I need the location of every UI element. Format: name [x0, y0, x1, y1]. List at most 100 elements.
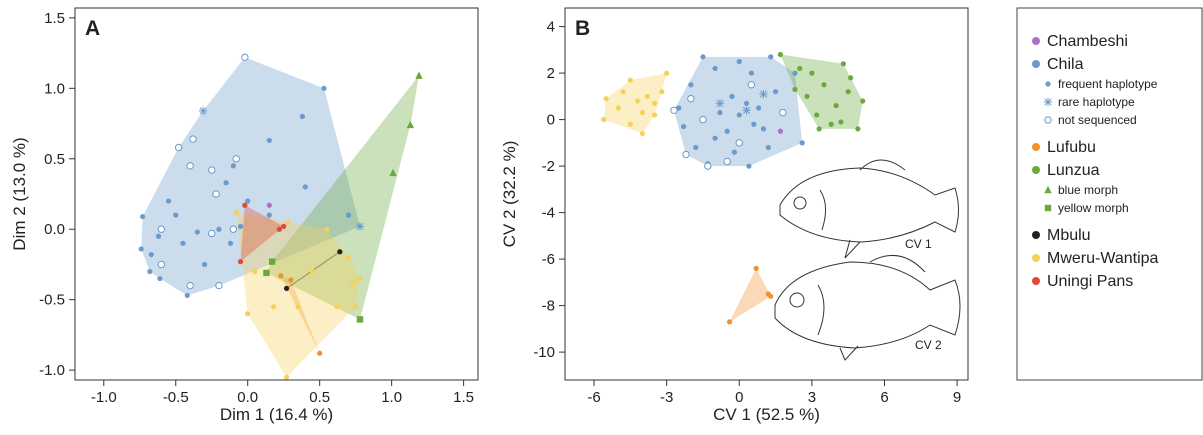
point [742, 106, 751, 115]
point [189, 135, 197, 143]
y-axis-label: CV 2 (32.2 %) [500, 141, 519, 248]
point [165, 198, 172, 204]
point [337, 249, 343, 255]
y-tick-label: -10 [533, 344, 555, 361]
plot-frame [564, 7, 969, 381]
point [415, 71, 423, 79]
y-tick-label: 0 [547, 112, 555, 129]
point [157, 260, 166, 269]
y-tick-label: 4 [547, 19, 555, 36]
point [746, 163, 752, 169]
legend-swatch [1032, 143, 1040, 151]
x-axis-label: CV 1 (52.5 %) [713, 405, 820, 424]
point [601, 117, 607, 123]
point [212, 190, 220, 198]
point [809, 70, 815, 76]
legend-swatch [1032, 60, 1040, 68]
legend-sublabel: not sequenced [1058, 113, 1137, 127]
legend-sublabel: rare haplotype [1058, 95, 1135, 109]
legend-sublabel: frequent haplotype [1058, 77, 1158, 91]
point [651, 100, 658, 106]
point [357, 275, 363, 282]
point [288, 277, 294, 283]
point [639, 130, 646, 137]
point [283, 374, 290, 380]
hulls [603, 54, 863, 322]
point [751, 121, 757, 127]
points [601, 51, 866, 325]
y-tick-label: 0.0 [44, 221, 65, 238]
annotation: CV 1 [905, 237, 932, 251]
point [845, 89, 851, 95]
x-tick-label: 1.5 [453, 389, 474, 406]
point [241, 53, 249, 62]
x-tick-label: 3 [808, 389, 816, 406]
point [627, 77, 633, 83]
point [620, 89, 626, 95]
x-tick-label: 0.0 [237, 389, 258, 406]
x-tick-label: 6 [880, 389, 888, 406]
point [237, 223, 244, 230]
legend-swatch [1032, 254, 1040, 262]
point [266, 137, 272, 144]
point [174, 143, 183, 152]
point [201, 261, 208, 268]
y-tick-label: -0.5 [39, 292, 65, 309]
point [245, 311, 251, 317]
point [230, 163, 236, 169]
point [186, 281, 194, 290]
point [816, 126, 822, 132]
point [814, 112, 820, 118]
point [777, 51, 784, 58]
point [833, 103, 839, 109]
point [855, 126, 861, 132]
convex-hull [240, 205, 284, 262]
convex-hull [266, 75, 419, 320]
annotation: CV 2 [915, 338, 942, 352]
point [635, 98, 641, 104]
point [731, 149, 738, 155]
point [245, 198, 251, 204]
point [215, 281, 223, 290]
hulls [141, 57, 419, 378]
point [768, 54, 774, 60]
convex-hull [729, 268, 771, 322]
point [147, 268, 153, 275]
point [227, 240, 234, 246]
point [748, 70, 754, 76]
point [603, 96, 609, 102]
point [838, 119, 844, 125]
point [797, 65, 803, 72]
convex-hull [280, 275, 320, 354]
point [699, 115, 707, 124]
point [216, 226, 222, 232]
point [639, 110, 646, 116]
point [799, 140, 805, 146]
point [180, 240, 186, 246]
x-tick-label: 1.0 [381, 389, 402, 406]
point [664, 70, 670, 76]
point [765, 291, 771, 297]
panel-label: B [575, 17, 590, 40]
point [700, 54, 706, 60]
y-tick-label: 1.0 [44, 80, 65, 97]
point [155, 233, 162, 239]
point [148, 251, 154, 258]
point [777, 128, 784, 134]
point [743, 100, 750, 106]
point [644, 93, 650, 99]
y-tick-label: -2 [542, 158, 555, 175]
y-tick-label: -8 [542, 298, 555, 315]
point [1044, 185, 1052, 194]
point [355, 222, 365, 231]
point [651, 112, 658, 118]
legend-swatch [1032, 277, 1040, 285]
y-tick-label: 0.5 [44, 151, 65, 168]
point [688, 82, 694, 88]
point [309, 268, 316, 275]
point [295, 304, 301, 310]
point [208, 229, 216, 238]
point [237, 259, 244, 265]
point [186, 162, 194, 170]
point [263, 269, 270, 277]
